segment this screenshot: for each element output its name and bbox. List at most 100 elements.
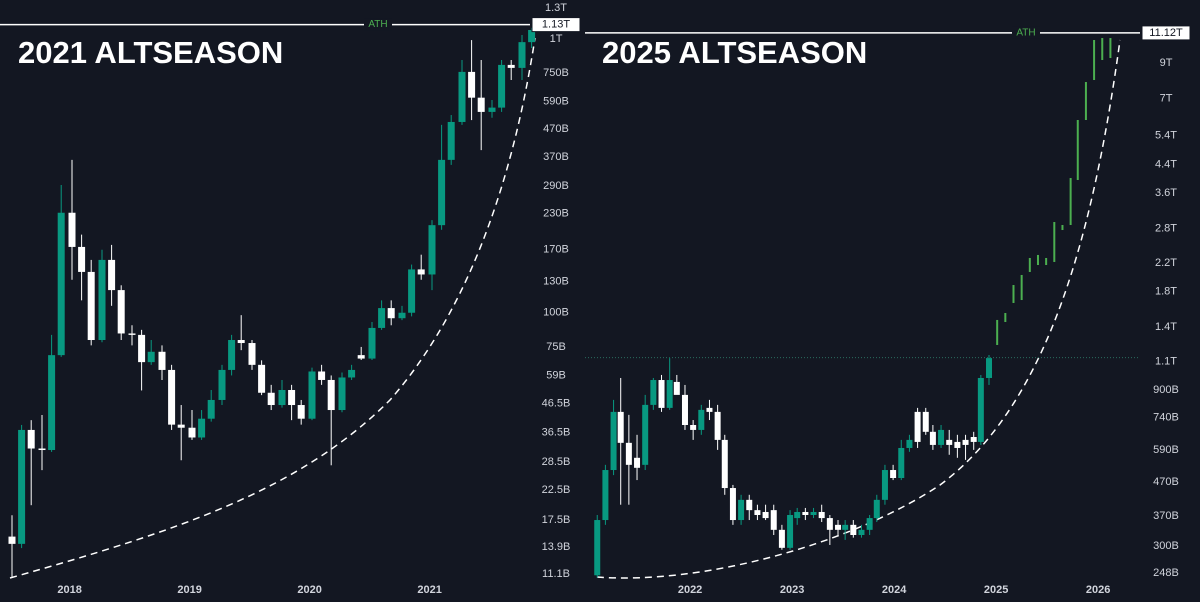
candle-body	[188, 427, 196, 438]
candle-body	[738, 499, 745, 521]
candle-body	[906, 439, 913, 448]
candle-body	[278, 389, 286, 406]
y-tick-label: 22.5B	[542, 484, 571, 496]
candle-body	[890, 470, 897, 479]
candle-body	[842, 524, 849, 530]
candle-body	[498, 64, 506, 108]
candle-body	[706, 407, 713, 412]
candle-body	[398, 312, 406, 319]
candle-body	[634, 457, 641, 468]
candle-body	[835, 524, 842, 530]
candle-body	[690, 424, 697, 430]
y-tick-label: 290B	[543, 180, 569, 192]
y-tick-label: 170B	[543, 244, 569, 256]
candle-body	[258, 364, 266, 393]
candle-body	[507, 64, 515, 68]
projection-bar	[1101, 38, 1104, 61]
candle-body	[794, 511, 801, 519]
projection-bar	[1084, 82, 1087, 121]
projection-bar	[1004, 312, 1007, 322]
y-tick-label: 100B	[543, 307, 569, 319]
candle-body	[477, 97, 485, 112]
candle-body	[357, 355, 365, 359]
ath-price-label: 1.13T	[542, 19, 570, 31]
candle-body	[117, 290, 125, 334]
candle-body	[826, 518, 833, 530]
candle-body	[929, 431, 936, 445]
y-tick-label: 9T	[1160, 57, 1173, 69]
projection-bar	[1053, 222, 1056, 262]
candle-body	[858, 529, 865, 535]
candle-body	[78, 246, 86, 272]
candle-body	[617, 411, 624, 443]
y-tick-label: 4.4T	[1155, 158, 1177, 170]
ath-price-box	[1141, 25, 1191, 41]
candle-body	[962, 439, 969, 445]
candle-body	[338, 377, 346, 411]
candle-body	[348, 369, 356, 378]
projection-bar	[1028, 257, 1031, 272]
candle-body	[818, 511, 825, 519]
y-tick-label: 3.6T	[1155, 187, 1177, 199]
candle-body	[770, 510, 777, 530]
candle-body	[318, 371, 326, 380]
candle-body	[977, 377, 984, 442]
y-tick-label: 248B	[1153, 567, 1179, 579]
y-tick-label: 1.3T	[545, 2, 567, 14]
candle-body	[802, 511, 809, 515]
candle-body	[650, 380, 657, 405]
chart-title: 2025 ALTSEASON	[602, 35, 867, 70]
y-tick-label: 130B	[543, 275, 569, 287]
y-tick-label: 2.2T	[1155, 257, 1177, 269]
candle-body	[368, 327, 376, 359]
projection-bar	[1061, 224, 1064, 231]
candle-body	[18, 429, 26, 544]
candle-body	[658, 380, 665, 408]
x-tick-label: 2020	[297, 584, 321, 596]
candle-body	[27, 429, 35, 449]
candle-body	[168, 369, 176, 425]
candle-body	[746, 499, 753, 511]
candle-body	[297, 405, 305, 419]
candle-body	[850, 524, 857, 535]
projection-bar	[1020, 274, 1023, 301]
candle-body	[666, 380, 673, 408]
candle-body	[602, 470, 609, 521]
candle-body	[681, 394, 688, 425]
candle-body	[714, 411, 721, 440]
candle-body	[729, 488, 736, 521]
candle-body	[594, 520, 601, 576]
support-curve	[9, 37, 536, 579]
y-tick-label: 230B	[543, 208, 569, 220]
candle-body	[38, 448, 46, 451]
x-tick-label: 2022	[678, 584, 702, 596]
x-tick-label: 2023	[780, 584, 804, 596]
candle-body	[922, 411, 929, 432]
candle-body	[810, 511, 817, 515]
projection-bar	[1109, 38, 1112, 59]
candle-body	[488, 107, 496, 112]
y-tick-label: 370B	[1153, 510, 1179, 522]
projection-bar	[1036, 254, 1039, 266]
y-tick-label: 470B	[543, 123, 569, 135]
y-tick-label: 59B	[546, 369, 566, 381]
y-tick-label: 750B	[543, 67, 569, 79]
candle-body	[98, 259, 106, 341]
y-tick-label: 28.5B	[542, 456, 571, 468]
candle-body	[673, 381, 680, 395]
y-tick-label: 1.4T	[1155, 321, 1177, 333]
y-tick-label: 300B	[1153, 540, 1179, 552]
candle-body	[207, 399, 215, 419]
candle-body	[518, 42, 526, 68]
candle-body	[787, 514, 794, 548]
ath-gap	[1012, 26, 1040, 39]
candle-body	[57, 212, 65, 356]
candle-body	[447, 121, 455, 160]
y-tick-label: 740B	[1153, 412, 1179, 424]
candle-body	[147, 351, 155, 363]
candle-body	[721, 439, 728, 489]
x-tick-label: 2021	[417, 584, 441, 596]
candle-body	[458, 71, 466, 122]
